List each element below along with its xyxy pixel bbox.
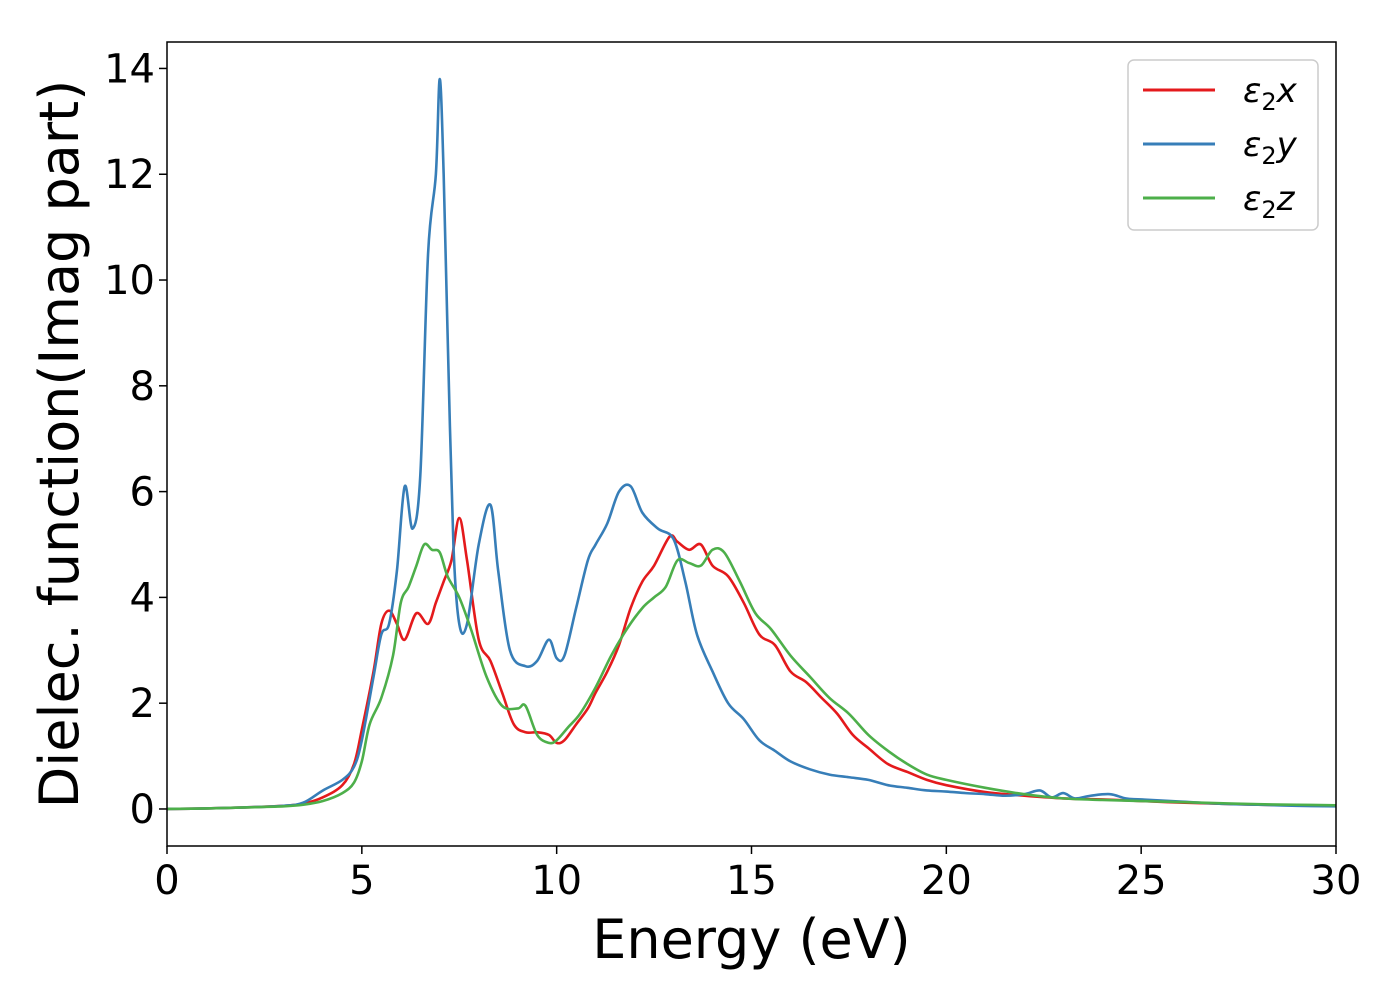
series-line-x [166, 516, 1337, 811]
legend-label-x: ε2x [1243, 71, 1298, 116]
x-tick-label: 25 [1116, 858, 1167, 904]
x-tick-label: 15 [726, 858, 777, 904]
y-axis: 0 2 4 6 8 10 12 14 [104, 46, 167, 833]
x-tick-label: 5 [349, 858, 374, 904]
legend-box [1127, 59, 1319, 231]
y-tick-label: 14 [104, 46, 155, 92]
y-tick-label: 8 [130, 364, 155, 410]
x-axis: 0 5 10 15 20 25 30 [154, 846, 1361, 904]
y-tick-label: 6 [130, 470, 155, 516]
y-tick-label: 12 [104, 152, 155, 198]
x-tick-label: 0 [154, 858, 179, 904]
y-axis-label: Dielec. function(Imag part) [28, 80, 91, 809]
plot-lines [166, 77, 1337, 811]
x-tick-label: 20 [921, 858, 972, 904]
legend: ε2x ε2y ε2z [1127, 59, 1319, 231]
y-tick-label: 2 [130, 681, 155, 727]
x-axis-label: Energy (eV) [592, 908, 911, 971]
y-tick-label: 4 [130, 575, 155, 621]
y-tick-label: 0 [130, 787, 155, 833]
series-line-z [166, 542, 1337, 811]
x-tick-label: 10 [531, 858, 582, 904]
legend-label-z: ε2z [1243, 179, 1296, 224]
x-tick-label: 30 [1311, 858, 1362, 904]
legend-label-y: ε2y [1243, 125, 1298, 170]
y-tick-label: 10 [104, 258, 155, 304]
